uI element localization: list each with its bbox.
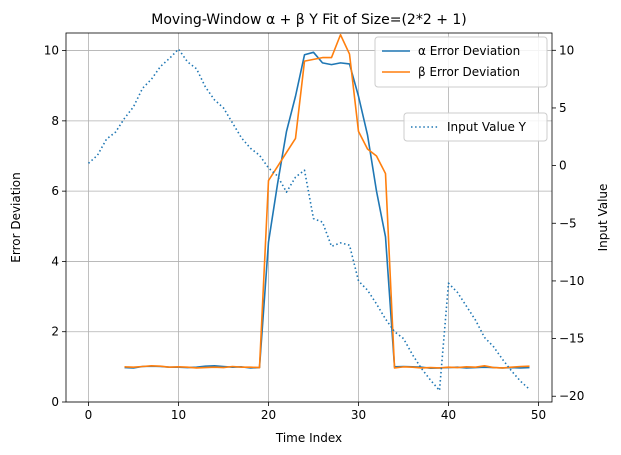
- y2-tick-label: −15: [559, 332, 584, 346]
- y2-tick-label: 5: [559, 101, 567, 115]
- y2-tick-label: 0: [559, 159, 567, 173]
- y2-tick-label: −5: [559, 216, 577, 230]
- grid-lines: [66, 33, 552, 403]
- y2-tick-label: −10: [559, 274, 584, 288]
- x-tick-label: 30: [351, 408, 366, 422]
- x-tick-label: 0: [85, 408, 93, 422]
- legend-frame: [403, 112, 548, 142]
- y-tick-label: 4: [51, 254, 59, 268]
- y-tick-label: 6: [51, 184, 59, 198]
- legend-entry-label: Input Value Y: [447, 120, 527, 134]
- left-y-axis-label: Error Deviation: [9, 172, 23, 262]
- left-y-axis-ticks: 0 2 4 6 8 10: [44, 44, 66, 409]
- x-axis-ticks: 0 10 20 30 40 50: [85, 402, 546, 422]
- x-tick-label: 50: [531, 408, 546, 422]
- legend-entry-label: α Error Deviation: [418, 44, 520, 58]
- legend-box: Input Value Y: [403, 112, 548, 142]
- y-tick-label: 10: [44, 44, 59, 58]
- plot-frame: [65, 32, 553, 403]
- right-y-axis-label: Input Value: [596, 184, 610, 252]
- y2-tick-label: 10: [559, 43, 574, 57]
- y2-tick-label: −20: [559, 389, 584, 403]
- y-tick-label: 2: [51, 325, 59, 339]
- x-tick-label: 40: [441, 408, 456, 422]
- series-line-error-deviation: [124, 51, 530, 370]
- chart-title: Moving-Window α + β Y Fit of Size=(2*2 +…: [151, 12, 467, 28]
- legend: α Error Deviation β Error Deviation Input …: [374, 36, 548, 142]
- series-line-error-deviation: [124, 33, 530, 369]
- series-lines: [87, 33, 531, 392]
- legend-frame: [374, 36, 548, 88]
- series-line-input-value-y: [87, 48, 531, 392]
- y-tick-label: 8: [51, 114, 59, 128]
- legend-box: α Error Deviation β Error Deviation: [374, 36, 548, 88]
- x-tick-label: 20: [261, 408, 276, 422]
- x-tick-label: 10: [171, 408, 186, 422]
- right-y-axis-ticks: −20 −15 −10 −5 0 5 10: [552, 43, 584, 403]
- y-tick-label: 0: [51, 395, 59, 409]
- legend-entry-label: β Error Deviation: [418, 65, 520, 79]
- x-axis-label: Time Index: [275, 431, 342, 445]
